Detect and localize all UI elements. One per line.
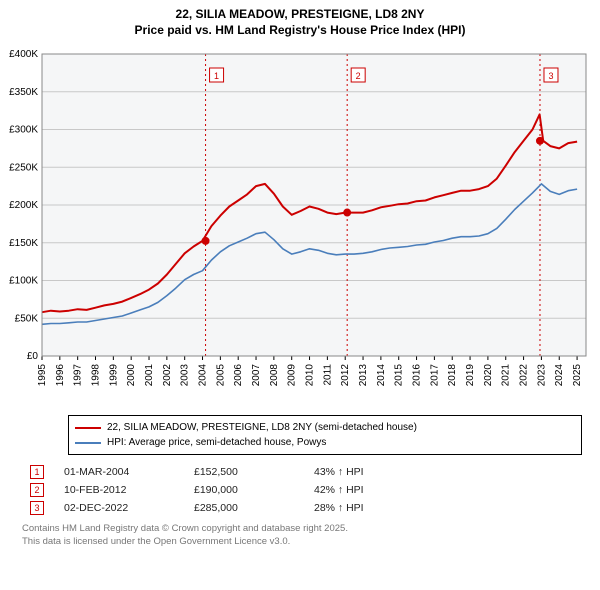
footer: Contains HM Land Registry data © Crown c… [22,523,582,548]
event-date: 01-MAR-2004 [64,466,194,478]
svg-text:1997: 1997 [73,364,84,387]
svg-text:2001: 2001 [144,364,155,387]
svg-text:2009: 2009 [287,364,298,387]
svg-text:2020: 2020 [483,364,494,387]
svg-text:2011: 2011 [322,364,333,386]
chart-container: 22, SILIA MEADOW, PRESTEIGNE, LD8 2NY Pr… [0,0,600,590]
svg-text:£250K: £250K [9,163,38,174]
event-pct: 43% ↑ HPI [314,466,364,478]
event-row: 2 10-FEB-2012 £190,000 42% ↑ HPI [30,481,582,499]
title-block: 22, SILIA MEADOW, PRESTEIGNE, LD8 2NY Pr… [0,0,600,38]
legend-label-2: HPI: Average price, semi-detached house,… [107,435,326,450]
svg-text:2006: 2006 [233,364,244,387]
svg-text:£0: £0 [27,351,39,362]
footer-line-1: Contains HM Land Registry data © Crown c… [22,523,582,535]
legend-label-1: 22, SILIA MEADOW, PRESTEIGNE, LD8 2NY (s… [107,420,417,435]
svg-text:3: 3 [548,71,553,81]
title-line-2: Price paid vs. HM Land Registry's House … [0,22,600,38]
svg-text:2008: 2008 [269,364,280,387]
legend-item-1: 22, SILIA MEADOW, PRESTEIGNE, LD8 2NY (s… [75,420,575,435]
event-marker-box: 2 [30,483,44,497]
svg-text:1: 1 [214,71,219,81]
event-row: 3 02-DEC-2022 £285,000 28% ↑ HPI [30,499,582,517]
chart-svg: £0 £50K £100K £150K £200K £250K £300K £350K £400… [0,44,600,404]
chart: £0 £50K £100K £150K £200K £250K £300K £350K £400… [0,44,600,409]
event-pct: 28% ↑ HPI [314,502,364,514]
svg-text:2: 2 [356,71,361,81]
svg-text:£50K: £50K [15,314,39,325]
title-line-1: 22, SILIA MEADOW, PRESTEIGNE, LD8 2NY [0,6,600,22]
svg-text:2000: 2000 [126,364,137,387]
svg-text:£350K: £350K [9,87,38,98]
svg-text:2013: 2013 [358,364,369,387]
event-price: £190,000 [194,484,314,496]
svg-text:2023: 2023 [536,364,547,387]
svg-text:2015: 2015 [394,364,405,387]
svg-text:£200K: £200K [9,200,38,211]
svg-text:2003: 2003 [180,364,191,387]
event-price: £285,000 [194,502,314,514]
svg-text:£150K: £150K [9,238,38,249]
svg-text:2024: 2024 [554,364,565,387]
svg-text:2004: 2004 [198,364,209,387]
svg-text:2010: 2010 [305,364,316,387]
svg-text:£300K: £300K [9,125,38,136]
event-row: 1 01-MAR-2004 £152,500 43% ↑ HPI [30,463,582,481]
event-price: £152,500 [194,466,314,478]
svg-text:2022: 2022 [519,364,530,387]
legend: 22, SILIA MEADOW, PRESTEIGNE, LD8 2NY (s… [68,415,582,455]
legend-swatch-2 [75,442,101,444]
svg-text:2002: 2002 [162,364,173,387]
svg-text:2012: 2012 [340,364,351,387]
svg-text:1995: 1995 [37,364,48,387]
svg-text:£400K: £400K [9,49,38,60]
event-pct: 42% ↑ HPI [314,484,364,496]
footer-line-2: This data is licensed under the Open Gov… [22,536,582,548]
svg-text:2025: 2025 [572,364,583,387]
event-marker-box: 1 [30,465,44,479]
svg-text:1999: 1999 [108,364,119,387]
svg-text:2007: 2007 [251,364,262,387]
svg-text:£100K: £100K [9,276,38,287]
svg-text:2005: 2005 [215,364,226,387]
svg-text:1998: 1998 [91,364,102,387]
event-date: 02-DEC-2022 [64,502,194,514]
legend-item-2: HPI: Average price, semi-detached house,… [75,435,575,450]
legend-swatch-1 [75,427,101,429]
svg-text:2016: 2016 [412,364,423,387]
svg-text:2018: 2018 [447,364,458,387]
svg-text:2014: 2014 [376,364,387,387]
events-table: 1 01-MAR-2004 £152,500 43% ↑ HPI 2 10-FE… [30,463,582,517]
event-date: 10-FEB-2012 [64,484,194,496]
svg-text:2017: 2017 [429,364,440,387]
event-marker-box: 3 [30,501,44,515]
svg-text:2019: 2019 [465,364,476,387]
svg-text:2021: 2021 [501,364,512,387]
svg-text:1996: 1996 [55,364,66,387]
